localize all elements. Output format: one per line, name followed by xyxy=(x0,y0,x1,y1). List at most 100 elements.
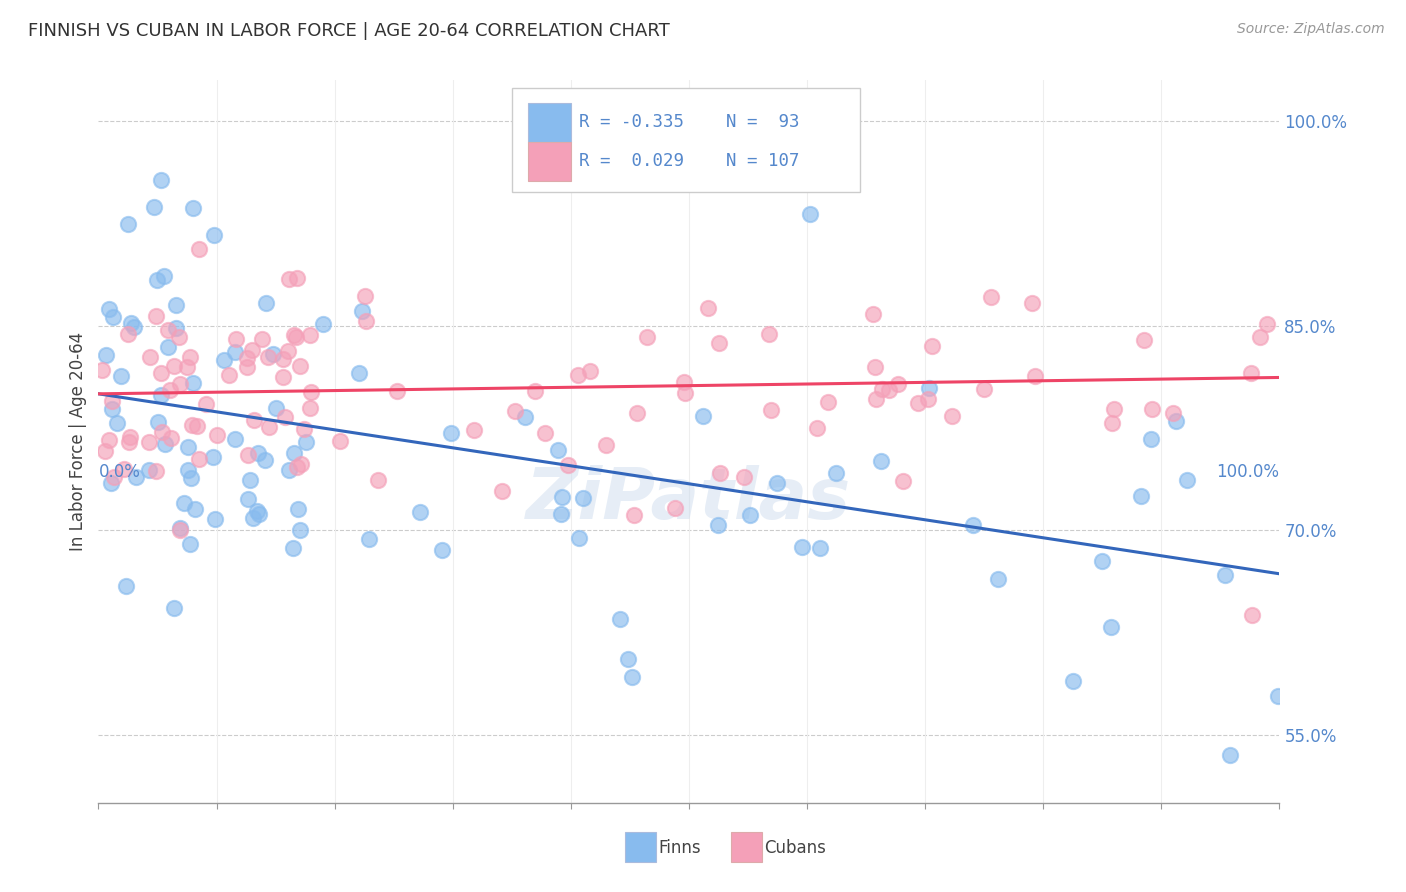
FancyBboxPatch shape xyxy=(512,87,860,193)
Point xyxy=(205,427,228,442)
FancyBboxPatch shape xyxy=(529,103,571,142)
Point xyxy=(352,303,374,318)
Point xyxy=(503,404,526,418)
Point xyxy=(202,228,225,243)
Point xyxy=(921,339,943,353)
Point xyxy=(288,359,311,374)
Point xyxy=(242,412,264,426)
Point xyxy=(550,507,572,521)
Point xyxy=(918,381,941,395)
Point xyxy=(100,476,122,491)
Text: FINNISH VS CUBAN IN LABOR FORCE | AGE 20-64 CORRELATION CHART: FINNISH VS CUBAN IN LABOR FORCE | AGE 20… xyxy=(28,22,669,40)
Point xyxy=(664,500,686,515)
Point xyxy=(709,466,731,480)
Point xyxy=(180,471,202,485)
Point xyxy=(672,375,695,389)
Point xyxy=(1241,607,1264,622)
Point xyxy=(271,370,294,384)
Point xyxy=(636,329,658,343)
Point xyxy=(621,670,644,684)
Point xyxy=(349,366,371,380)
Point xyxy=(491,483,513,498)
Point xyxy=(105,417,128,431)
Point xyxy=(259,420,281,434)
Point xyxy=(758,327,780,342)
Point xyxy=(238,491,260,506)
Point xyxy=(202,450,225,464)
Point xyxy=(1062,673,1084,688)
Point xyxy=(385,384,408,398)
Point xyxy=(266,401,288,415)
Point xyxy=(609,612,631,626)
Point xyxy=(817,395,839,409)
Point xyxy=(917,392,939,407)
Point xyxy=(766,475,789,490)
Point xyxy=(1142,401,1164,416)
Point xyxy=(1099,620,1122,634)
Point xyxy=(862,307,884,321)
Point xyxy=(283,327,305,342)
Point xyxy=(696,301,718,316)
Point xyxy=(578,363,600,377)
Point xyxy=(298,401,321,416)
Point xyxy=(98,433,121,447)
Point xyxy=(115,579,138,593)
Point xyxy=(169,377,191,392)
Point xyxy=(118,429,141,443)
Point xyxy=(247,507,270,521)
Point xyxy=(120,317,142,331)
Point xyxy=(117,327,139,342)
Point xyxy=(534,426,557,441)
Point xyxy=(567,368,589,383)
Point xyxy=(183,502,205,516)
Point xyxy=(277,343,299,358)
Point xyxy=(156,340,179,354)
Point xyxy=(311,317,333,331)
Point xyxy=(409,505,432,519)
FancyBboxPatch shape xyxy=(731,831,762,862)
Point xyxy=(1104,401,1126,416)
Point xyxy=(1175,473,1198,487)
Point xyxy=(825,467,848,481)
Point xyxy=(145,310,167,324)
Point xyxy=(176,360,198,375)
Point xyxy=(97,301,120,316)
Point xyxy=(271,352,294,367)
Point xyxy=(295,435,318,450)
Point xyxy=(112,462,135,476)
Point xyxy=(806,421,828,435)
Point xyxy=(103,469,125,483)
Point xyxy=(513,409,536,424)
Point xyxy=(524,384,547,399)
Point xyxy=(692,409,714,423)
Text: R = -0.335    N =  93: R = -0.335 N = 93 xyxy=(579,113,800,131)
Point xyxy=(557,458,579,472)
Point xyxy=(1166,414,1188,428)
Point xyxy=(240,343,263,358)
Text: R =  0.029    N = 107: R = 0.029 N = 107 xyxy=(579,153,800,170)
Point xyxy=(292,422,315,436)
Point xyxy=(973,382,995,396)
Point xyxy=(160,431,183,445)
Point xyxy=(733,470,755,484)
Point xyxy=(274,409,297,424)
Text: 100.0%: 100.0% xyxy=(1216,463,1279,481)
Point xyxy=(863,359,886,374)
Point xyxy=(887,376,910,391)
Point xyxy=(1140,432,1163,446)
Point xyxy=(283,541,305,555)
Point xyxy=(277,463,299,477)
Point xyxy=(101,402,124,417)
Point xyxy=(224,432,246,446)
Point xyxy=(159,383,181,397)
Point xyxy=(285,460,308,475)
Point xyxy=(907,396,929,410)
Point xyxy=(169,523,191,537)
Point xyxy=(153,437,176,451)
Text: ZiPatlas: ZiPatlas xyxy=(526,465,852,533)
Point xyxy=(177,440,200,454)
Point xyxy=(288,523,311,537)
Point xyxy=(354,289,377,303)
Point xyxy=(153,269,176,284)
Point xyxy=(246,504,269,518)
